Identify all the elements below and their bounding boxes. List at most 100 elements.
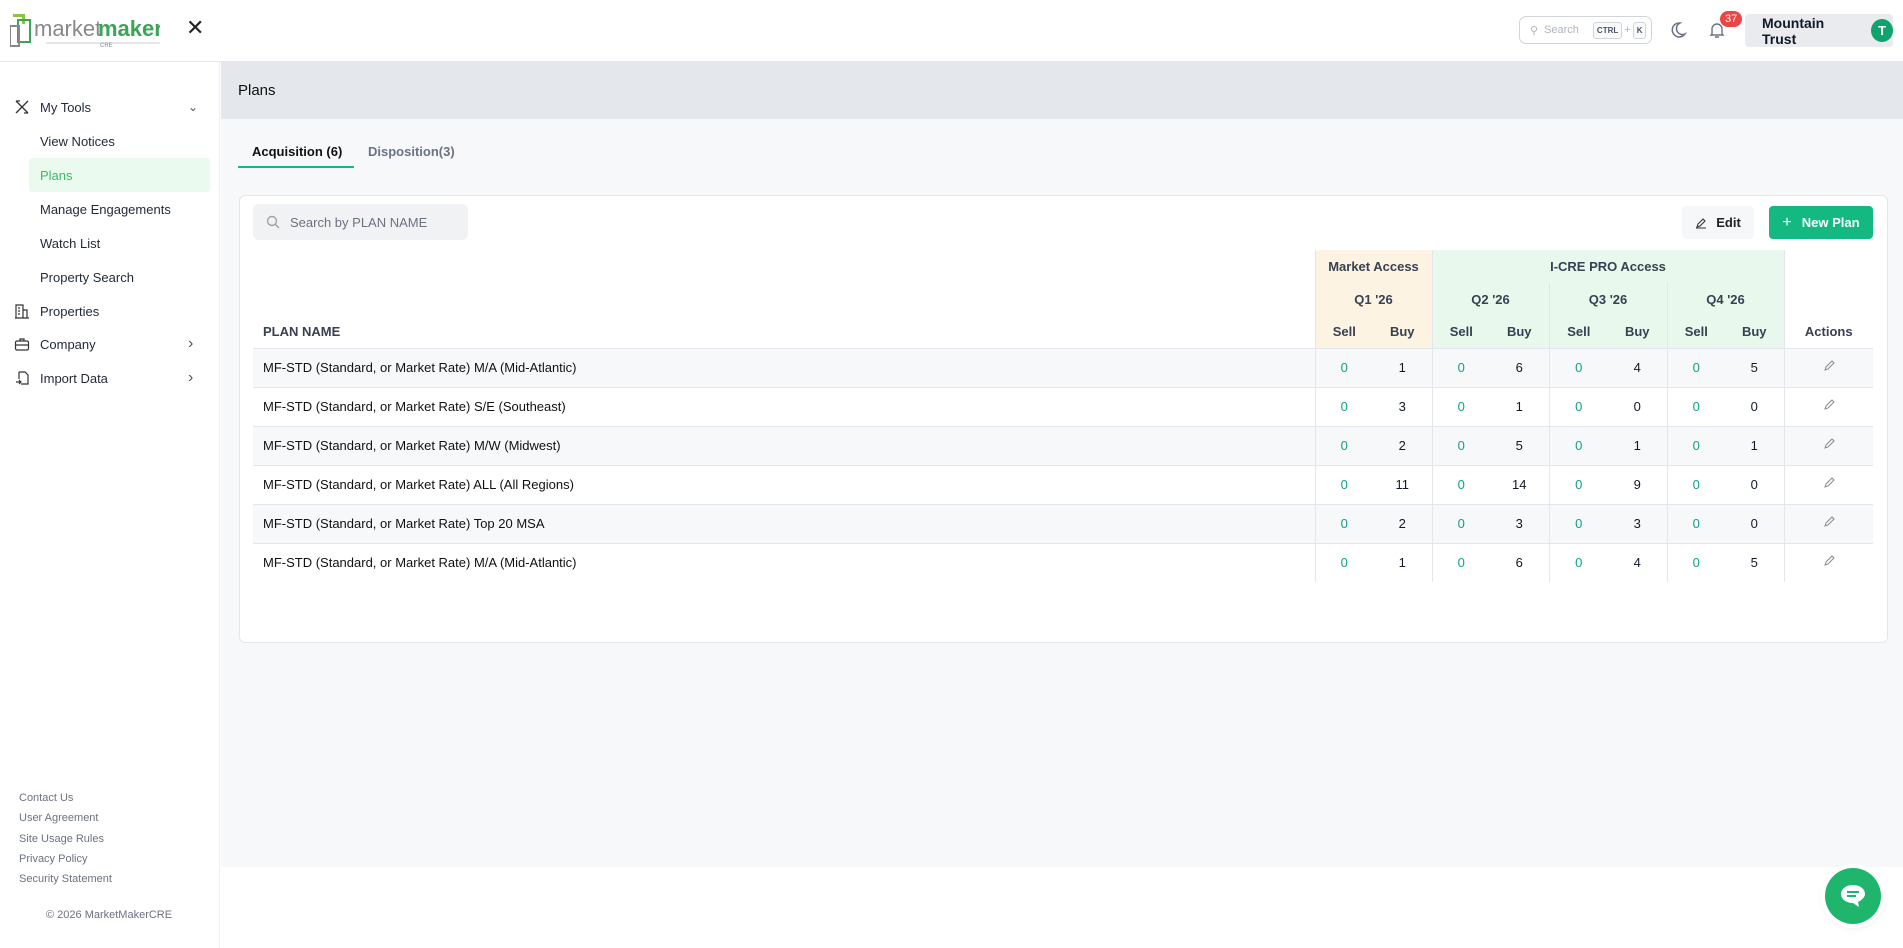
sidebar-item-watch-list[interactable]: Watch List [0, 226, 220, 260]
col-sell-q2: Sell [1431, 316, 1490, 348]
account-menu[interactable]: Mountain Trust T [1745, 14, 1893, 47]
sell-count: 0 [1548, 386, 1608, 426]
sell-count: 0 [1314, 542, 1373, 582]
footer-link-privacy-policy[interactable]: Privacy Policy [19, 853, 88, 865]
buy-count: 1 [1608, 425, 1667, 465]
buy-count: 5 [1725, 542, 1784, 582]
sidebar-item-view-notices[interactable]: View Notices [0, 124, 220, 158]
avatar: T [1871, 19, 1893, 42]
search-placeholder: Search [1544, 24, 1579, 36]
sell-count: 0 [1314, 464, 1373, 504]
sell-count: 0 [1666, 503, 1725, 543]
sidebar-item-properties[interactable]: Properties [0, 294, 220, 328]
table-row[interactable]: MF-STD (Standard, or Market Rate) Top 20… [253, 503, 1873, 543]
top-header: market maker CRE ✕ ⚲ Search CTRL + K 37 … [0, 0, 1903, 62]
nav-label: View Notices [40, 133, 115, 149]
svg-text:maker: maker [98, 16, 160, 41]
tab-acquisition[interactable]: Acquisition (6) [252, 144, 343, 159]
table-row[interactable]: MF-STD (Standard, or Market Rate) M/A (M… [253, 542, 1873, 582]
plus: + [1624, 24, 1631, 36]
briefcase-icon [14, 336, 30, 352]
sidebar-item-import-data[interactable]: Import Data › [0, 361, 220, 395]
table-row[interactable]: MF-STD (Standard, or Market Rate) S/E (S… [253, 386, 1873, 426]
new-plan-label: New Plan [1801, 215, 1860, 230]
svg-text:CRE: CRE [100, 43, 113, 48]
sell-count: 0 [1666, 542, 1725, 582]
plan-name[interactable]: MF-STD (Standard, or Market Rate) Top 20… [253, 503, 1315, 543]
edit-pencil-icon[interactable] [1823, 516, 1835, 528]
col-plan-name[interactable]: PLAN NAME [263, 323, 341, 339]
buy-count: 5 [1490, 425, 1549, 465]
buy-count: 0 [1725, 503, 1784, 543]
close-sidebar-icon[interactable]: ✕ [186, 15, 205, 40]
moon-icon[interactable] [1668, 20, 1688, 40]
sidebar-item-property-search[interactable]: Property Search [0, 260, 220, 294]
row-actions [1783, 503, 1873, 543]
sidebar-item-plans[interactable]: Plans [29, 158, 210, 192]
row-actions [1783, 425, 1873, 465]
new-plan-button[interactable]: + New Plan [1769, 206, 1873, 239]
edit-pencil-icon[interactable] [1823, 399, 1835, 411]
row-actions [1783, 386, 1873, 426]
global-search[interactable]: ⚲ Search CTRL + K [1519, 16, 1652, 44]
edit-pencil-icon[interactable] [1823, 477, 1835, 489]
sidebar-item-manage-engagements[interactable]: Manage Engagements [0, 192, 220, 226]
sell-count: 0 [1431, 347, 1490, 387]
group-market-access: Market Access [1314, 250, 1432, 282]
copyright: © 2026 MarketMakerCRE [46, 909, 173, 921]
plan-name[interactable]: MF-STD (Standard, or Market Rate) M/A (M… [253, 347, 1315, 387]
edit-button[interactable]: Edit [1682, 206, 1754, 239]
sell-count: 0 [1548, 464, 1608, 504]
buy-count: 5 [1725, 347, 1784, 387]
quarter-q2: Q2 '26 [1431, 282, 1549, 316]
sidebar-item-company[interactable]: Company › [0, 327, 220, 361]
tab-disposition[interactable]: Disposition(3) [368, 144, 455, 159]
buy-count: 0 [1608, 386, 1667, 426]
buy-count: 1 [1373, 347, 1432, 387]
sidebar: My Tools ⌄ View Notices Plans Manage Eng… [0, 62, 220, 948]
footer-link-contact-us[interactable]: Contact Us [19, 792, 74, 804]
edit-pencil-icon[interactable] [1823, 438, 1835, 450]
sell-count: 0 [1548, 425, 1608, 465]
chat-button[interactable] [1825, 868, 1881, 924]
plan-name[interactable]: MF-STD (Standard, or Market Rate) ALL (A… [253, 464, 1315, 504]
edit-pencil-icon[interactable] [1823, 360, 1835, 372]
sidebar-item-my-tools[interactable]: My Tools ⌄ [0, 90, 220, 124]
col-buy-q2: Buy [1490, 316, 1549, 348]
nav-label: Property Search [40, 269, 134, 285]
table-row[interactable]: MF-STD (Standard, or Market Rate) ALL (A… [253, 464, 1873, 504]
search-icon [266, 215, 280, 229]
col-actions: Actions [1783, 250, 1873, 348]
import-icon [14, 370, 30, 386]
row-actions [1783, 464, 1873, 504]
buy-count: 1 [1725, 425, 1784, 465]
footer-link-site-usage-rules[interactable]: Site Usage Rules [19, 833, 104, 845]
buy-count: 0 [1725, 464, 1784, 504]
chat-icon [1841, 885, 1865, 907]
quarter-q4: Q4 '26 [1666, 282, 1784, 316]
page-title: Plans [238, 82, 276, 99]
chevron-right-icon: › [188, 335, 194, 352]
plan-search-input[interactable]: Search by PLAN NAME [253, 204, 468, 240]
footer-link-security-statement[interactable]: Security Statement [19, 873, 112, 885]
buy-count: 1 [1490, 386, 1549, 426]
sell-count: 0 [1548, 542, 1608, 582]
sell-count: 0 [1666, 386, 1725, 426]
buy-count: 9 [1608, 464, 1667, 504]
sell-count: 0 [1548, 503, 1608, 543]
plan-name[interactable]: MF-STD (Standard, or Market Rate) S/E (S… [253, 386, 1315, 426]
col-buy-q4: Buy [1725, 316, 1784, 348]
table-row[interactable]: MF-STD (Standard, or Market Rate) M/A (M… [253, 347, 1873, 387]
bell-icon[interactable] [1708, 20, 1726, 40]
buy-count: 6 [1490, 347, 1549, 387]
plan-name[interactable]: MF-STD (Standard, or Market Rate) M/W (M… [253, 425, 1315, 465]
footer-link-user-agreement[interactable]: User Agreement [19, 812, 99, 824]
edit-pencil-icon[interactable] [1823, 555, 1835, 567]
buy-count: 3 [1490, 503, 1549, 543]
plan-name[interactable]: MF-STD (Standard, or Market Rate) M/A (M… [253, 542, 1315, 582]
nav-label: Manage Engagements [40, 201, 171, 217]
buy-count: 6 [1490, 542, 1549, 582]
buy-count: 3 [1608, 503, 1667, 543]
table-row[interactable]: MF-STD (Standard, or Market Rate) M/W (M… [253, 425, 1873, 465]
marketmaker-logo[interactable]: market maker CRE [9, 12, 165, 49]
